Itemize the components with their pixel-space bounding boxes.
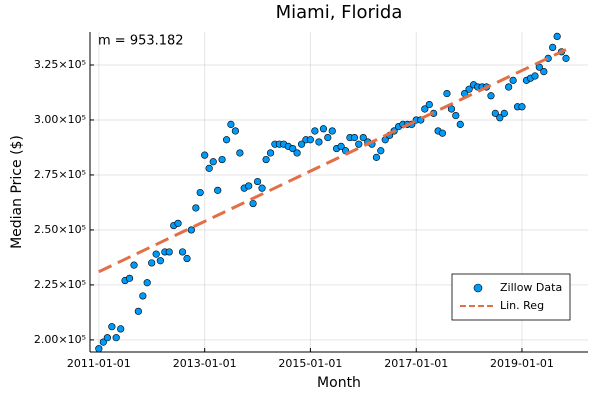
point (117, 325, 125, 333)
point (99, 338, 107, 346)
point (487, 92, 495, 100)
point (139, 292, 147, 300)
point (505, 83, 513, 91)
point (222, 136, 231, 144)
point (540, 67, 548, 76)
x-tick-label: 2013-01-01 (173, 357, 237, 370)
point (152, 250, 160, 258)
legend-label: Lin. Reg (500, 299, 544, 312)
legend-swatch (473, 283, 483, 293)
point (311, 127, 319, 135)
y-tick-label: 2.25×10⁵ (34, 278, 86, 291)
point (377, 147, 385, 155)
point (258, 184, 266, 192)
point (236, 149, 244, 157)
point (421, 105, 429, 113)
x-tick-label: 2019-01-01 (490, 357, 554, 370)
point (103, 334, 111, 342)
regression-line (98, 48, 567, 274)
point (496, 114, 504, 122)
point (491, 109, 499, 117)
x-tick-label: 2015-01-01 (278, 357, 342, 370)
point (452, 111, 460, 120)
point (253, 177, 262, 186)
point (227, 120, 235, 128)
x-tick-label: 2017-01-01 (384, 357, 448, 370)
point (500, 109, 508, 117)
point (438, 129, 447, 137)
y-tick-label: 2.00×10⁵ (34, 333, 86, 346)
point (205, 164, 213, 172)
point (156, 257, 164, 265)
point (249, 199, 257, 208)
point (174, 219, 182, 227)
point (425, 100, 433, 109)
point (262, 155, 270, 164)
annotation: m = 953.182 (98, 34, 184, 49)
point (315, 138, 323, 146)
point (192, 204, 200, 212)
point (130, 261, 138, 269)
point (289, 144, 297, 153)
point (231, 127, 239, 135)
legend-box (451, 273, 571, 321)
y-tick-label: 2.75×10⁵ (34, 168, 86, 181)
chart-title: Miami, Florida (276, 2, 403, 23)
point (266, 149, 275, 157)
point (509, 76, 517, 84)
legend-label: Zillow Data (500, 281, 562, 294)
point (293, 149, 301, 157)
point (134, 307, 142, 315)
point (245, 182, 253, 190)
x-axis-label: Month (317, 375, 361, 391)
point (549, 43, 557, 51)
point (218, 155, 226, 164)
point (319, 125, 328, 133)
point (183, 254, 191, 263)
point (165, 248, 173, 256)
point (562, 54, 570, 62)
y-tick-label: 2.50×10⁵ (34, 223, 86, 236)
y-tick-label: 3.25×10⁵ (34, 58, 86, 71)
point (112, 334, 120, 342)
point (443, 89, 451, 98)
point (201, 151, 209, 159)
point (553, 32, 561, 40)
point (297, 140, 306, 148)
point (108, 323, 116, 331)
point (372, 153, 381, 161)
point (465, 85, 473, 93)
point (324, 133, 332, 142)
point (337, 142, 345, 150)
point (125, 274, 134, 282)
x-tick-label: 2011-01-01 (67, 357, 131, 370)
point (518, 103, 526, 111)
point (350, 133, 359, 142)
point (355, 140, 363, 148)
point (196, 188, 204, 197)
point (187, 226, 195, 234)
point (148, 259, 156, 267)
point (328, 127, 336, 135)
point (306, 136, 315, 144)
y-tick-label: 3.00×10⁵ (34, 113, 86, 126)
point (178, 248, 187, 256)
point (95, 345, 103, 353)
point (359, 133, 367, 142)
y-axis-label: Median Price ($) (9, 135, 25, 249)
point (214, 186, 222, 194)
point (143, 279, 151, 287)
point (531, 72, 539, 80)
point (209, 158, 217, 166)
point (456, 120, 464, 128)
